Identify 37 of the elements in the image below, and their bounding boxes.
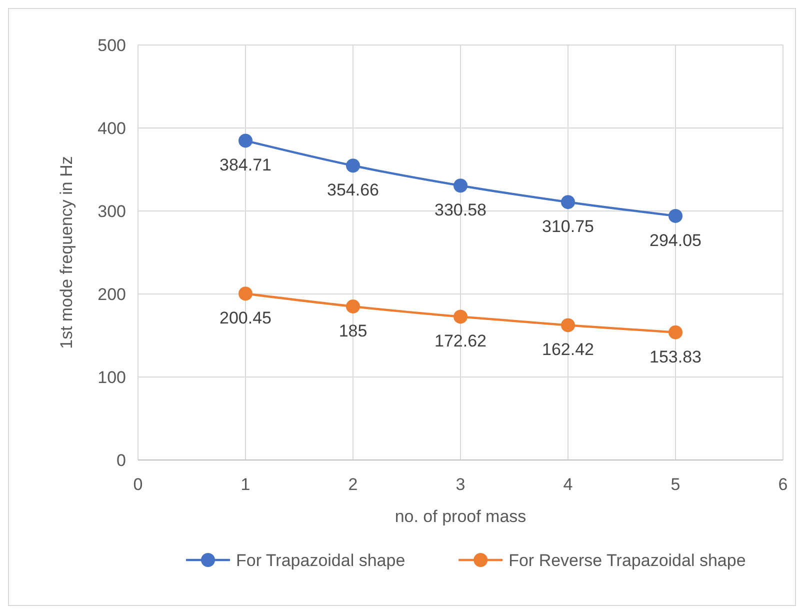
data-label: 172.62 bbox=[434, 332, 486, 351]
y-tick-label: 200 bbox=[98, 285, 126, 304]
x-tick-label: 4 bbox=[563, 475, 573, 494]
point bbox=[238, 286, 252, 301]
legend-label: For Trapazoidal shape bbox=[236, 551, 406, 570]
data-label: 153.83 bbox=[650, 347, 702, 366]
data-label: 384.71 bbox=[220, 156, 272, 175]
y-axis-title: 1st mode frequency in Hz bbox=[57, 156, 76, 349]
data-label: 185 bbox=[338, 321, 368, 340]
data-label: 310.75 bbox=[542, 217, 594, 236]
x-axis-title: no. of proof mass bbox=[394, 507, 526, 526]
x-tick-label: 5 bbox=[670, 475, 680, 494]
point bbox=[346, 158, 360, 173]
y-tick-label: 400 bbox=[98, 119, 126, 138]
x-tick-label: 6 bbox=[778, 475, 788, 494]
point bbox=[561, 318, 575, 332]
x-tick-label: 3 bbox=[456, 475, 466, 494]
data-label: 162.42 bbox=[542, 340, 594, 360]
point bbox=[454, 310, 468, 324]
y-tick-label: 300 bbox=[98, 202, 126, 221]
point bbox=[454, 178, 468, 193]
y-tick-label: 500 bbox=[98, 36, 126, 55]
point bbox=[561, 195, 575, 210]
point bbox=[668, 208, 682, 223]
x-tick-label: 0 bbox=[133, 475, 143, 494]
data-label: 330.58 bbox=[434, 200, 486, 220]
y-tick-label: 0 bbox=[116, 451, 126, 470]
point bbox=[238, 134, 252, 148]
data-label: 294.05 bbox=[650, 230, 702, 250]
x-tick-label: 2 bbox=[348, 475, 358, 494]
data-label: 354.66 bbox=[327, 180, 379, 200]
data-label: 200.45 bbox=[220, 308, 272, 328]
x-tick-label: 1 bbox=[240, 475, 250, 494]
point bbox=[668, 325, 682, 340]
y-tick-label: 100 bbox=[98, 368, 126, 387]
legend-label: For Reverse Trapazoidal shape bbox=[508, 551, 746, 570]
point bbox=[346, 299, 360, 314]
